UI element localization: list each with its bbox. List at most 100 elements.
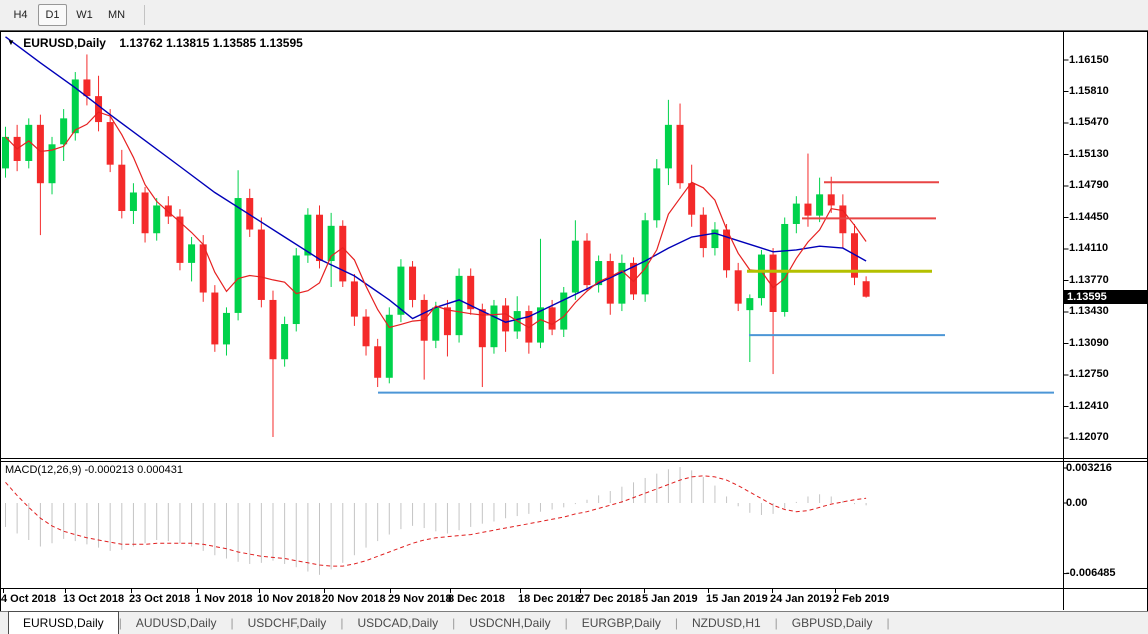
chart-tab-usdcnh[interactable]: USDCNH,Daily [469, 616, 551, 630]
candle-body-down [525, 311, 533, 343]
candle [467, 268, 475, 315]
candle-body-down [269, 299, 277, 360]
chart-tab-gbpusd[interactable]: GBPUSD,Daily [791, 616, 873, 630]
candle-body-up [746, 298, 754, 311]
candle-body-down [478, 309, 486, 348]
candle-body-down [350, 281, 358, 317]
candle [618, 254, 626, 312]
tab-separator: | [118, 616, 122, 630]
candle [443, 299, 451, 357]
candle-body-down [630, 262, 638, 295]
candle [176, 209, 184, 271]
candle-body-down [827, 194, 835, 206]
candle [234, 170, 242, 321]
candle [246, 188, 254, 237]
tab-separator: | [564, 616, 568, 630]
candle-body-up [397, 266, 405, 315]
timeframe-button-mn[interactable]: MN [107, 9, 126, 21]
candle-body-up [385, 314, 393, 378]
chart-tab-usdcad[interactable]: USDCAD,Daily [357, 616, 439, 630]
candle [746, 294, 754, 363]
macd-signal-line [5, 475, 867, 567]
candle [164, 196, 172, 224]
candle [2, 126, 9, 178]
candle-body-up [304, 214, 312, 256]
tab-separator: | [674, 616, 678, 630]
chart-tab-nzdusd[interactable]: NZDUSD,H1 [691, 616, 761, 630]
candle-body-up [595, 261, 603, 286]
candle-body-down [374, 346, 382, 378]
chart-tab-eurgbp[interactable]: EURGBP,Daily [581, 616, 661, 630]
candle [816, 177, 824, 223]
candle-body-down [95, 96, 103, 123]
candle [106, 109, 114, 173]
timeframe-button-d1[interactable]: D1 [38, 4, 67, 26]
candle [188, 236, 196, 282]
ma-slow-blue-line [5, 36, 867, 323]
candle-body-down [118, 164, 126, 212]
candle-body-down [83, 79, 91, 97]
candle [36, 114, 44, 236]
candle [630, 257, 638, 300]
candle-body-down [199, 244, 207, 293]
candle-body-down [443, 307, 451, 336]
timeframe-toolbar: H4 D1 W1 MN [0, 0, 1148, 31]
candle [420, 294, 428, 380]
candle-body-up [792, 203, 800, 224]
candle-body-up [711, 229, 719, 249]
candle [269, 290, 277, 438]
chart-tab-eurusd[interactable]: EURUSD,Daily [8, 611, 119, 634]
candle [432, 301, 440, 349]
ma-fast-red-line [5, 111, 867, 329]
timeframe-button-w1[interactable]: W1 [76, 9, 93, 21]
candle [48, 136, 56, 195]
candle [292, 248, 300, 332]
candle-body-up [129, 192, 137, 212]
candle [304, 208, 312, 263]
candle [25, 118, 33, 169]
candle-body-down [699, 214, 707, 249]
candle [513, 296, 521, 339]
candle-body-down [106, 122, 114, 165]
candle [664, 99, 672, 186]
candle [502, 298, 510, 352]
candle [525, 305, 533, 354]
candle [711, 222, 719, 256]
candle-body-down [362, 316, 370, 347]
candle [641, 212, 649, 302]
candle-body-down [548, 307, 556, 330]
candle-body-down [176, 216, 184, 263]
candle [839, 194, 847, 249]
candle-body-up [2, 136, 9, 169]
candle [583, 233, 591, 291]
candle [257, 217, 265, 308]
chart-tab-usdchf[interactable]: USDCHF,Daily [247, 616, 327, 630]
candle-body-up [327, 225, 335, 262]
candle-body-up [641, 220, 649, 295]
candles-layer [2, 54, 870, 438]
candle-body-up [25, 124, 33, 161]
candle [571, 220, 579, 300]
candle [781, 217, 789, 317]
candle [606, 253, 614, 315]
candle [327, 212, 335, 287]
candle-body-down [246, 198, 254, 230]
candle-body-up [234, 198, 242, 313]
candle-body-down [676, 124, 684, 184]
candle [95, 75, 103, 132]
candle-body-up [490, 305, 498, 348]
timeframe-button-h4[interactable]: H4 [13, 9, 28, 21]
chart-tab-audusd[interactable]: AUDUSD,Daily [135, 616, 217, 630]
candle [339, 220, 347, 287]
candle-body-up [222, 312, 230, 345]
candle [723, 223, 731, 278]
candle-body-down [502, 305, 510, 332]
candle-body-up [816, 194, 824, 216]
candle [595, 255, 603, 293]
candle [141, 186, 149, 243]
candle [281, 316, 289, 367]
candle [536, 238, 544, 349]
macd-histogram-layer [5, 467, 867, 575]
candle-body-up [618, 262, 626, 304]
